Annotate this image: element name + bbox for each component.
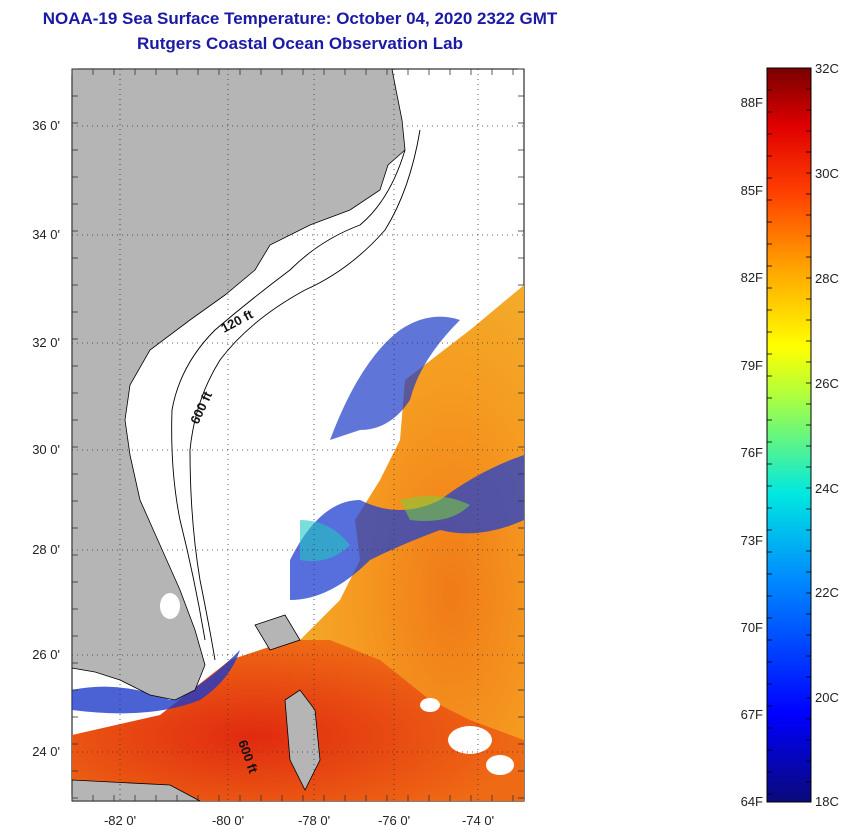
lon-label: -82 0'	[104, 813, 136, 828]
graticule	[71, 68, 524, 801]
fahrenheit-labels: 88F 85F 82F 79F 76F 73F 70F 67F 64F	[741, 95, 763, 809]
map-title: NOAA-19 Sea Surface Temperature: October…	[42, 9, 558, 28]
lat-label: 34 0'	[32, 227, 60, 242]
lat-label: 36 0'	[32, 118, 60, 133]
fahrenheit-label: 76F	[741, 445, 763, 460]
colorbar-gradient	[766, 67, 812, 803]
celsius-label: 30C	[815, 166, 839, 181]
celsius-label: 26C	[815, 376, 839, 391]
colorbar-ticks	[767, 67, 811, 795]
celsius-label: 24C	[815, 481, 839, 496]
sst-map: 120 ft 600 ft 600 ft 36 0' 34 0' 32 0' 3…	[32, 68, 525, 828]
depth-contour-600	[189, 129, 421, 661]
fahrenheit-label: 82F	[741, 270, 763, 285]
fahrenheit-label: 85F	[741, 183, 763, 198]
lon-axis-labels: -82 0' -80 0' -78 0' -76 0' -74 0'	[104, 813, 494, 828]
celsius-label: 28C	[815, 271, 839, 286]
fahrenheit-label: 73F	[741, 533, 763, 548]
lat-label: 32 0'	[32, 335, 60, 350]
fahrenheit-label: 64F	[741, 794, 763, 809]
lat-label: 28 0'	[32, 542, 60, 557]
lat-axis-labels: 36 0' 34 0' 32 0' 30 0' 28 0' 26 0' 24 0…	[32, 118, 60, 759]
lon-label: -74 0'	[462, 813, 494, 828]
lake	[160, 593, 180, 619]
depth-contour-120	[171, 149, 406, 641]
island	[71, 779, 201, 802]
lon-label: -78 0'	[298, 813, 330, 828]
celsius-label: 22C	[815, 585, 839, 600]
fahrenheit-label: 79F	[741, 358, 763, 373]
map-subtitle: Rutgers Coastal Ocean Observation Lab	[137, 34, 463, 53]
fahrenheit-label: 70F	[741, 620, 763, 635]
lat-label: 26 0'	[32, 647, 60, 662]
lon-label: -76 0'	[378, 813, 410, 828]
celsius-label: 18C	[815, 794, 839, 809]
celsius-labels: 32C 30C 28C 26C 24C 22C 20C 18C	[815, 61, 839, 809]
island	[254, 614, 301, 651]
celsius-label: 32C	[815, 61, 839, 76]
lat-label: 30 0'	[32, 442, 60, 457]
lon-label: -80 0'	[212, 813, 244, 828]
fahrenheit-label: 88F	[741, 95, 763, 110]
lat-label: 24 0'	[32, 744, 60, 759]
island	[284, 689, 321, 791]
celsius-label: 20C	[815, 690, 839, 705]
temperature-colorbar: 32C 30C 28C 26C 24C 22C 20C 18C 88F 85F …	[741, 61, 839, 809]
fahrenheit-label: 67F	[741, 707, 763, 722]
